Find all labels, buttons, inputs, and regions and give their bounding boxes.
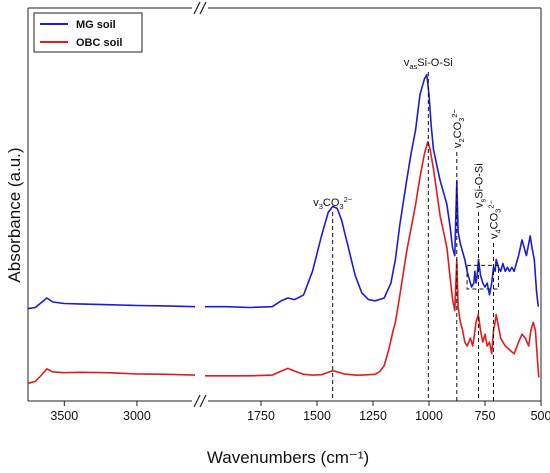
y-axis-title: Absorbance (a.u.) [5,147,24,282]
series-line-mg-segment-1 [205,74,540,309]
annotation-label: vasSi-O-Si [404,57,453,71]
x-tick-label: 1250 [359,409,387,423]
annotation-label: v4CO32− [487,199,503,239]
annotation-label: v2CO32− [450,108,466,148]
x-tick-label: 1500 [303,409,331,423]
x-axis-title: Wavenumbers (cm⁻¹) [207,448,369,467]
legend-label-mg: MG soil [76,19,116,31]
annotation-label: v3CO32− [313,195,353,211]
legend: MG soil OBC soil [33,12,143,53]
x-tick-label: 1750 [247,409,275,423]
legend-box [33,12,143,53]
x-axis: 3500 3000 1750 1500 1250 1000 750 500 [50,401,550,423]
top-break-mark-1 [199,1,207,15]
x-tick-label: 750 [475,409,496,423]
x-tick-label: 3000 [123,409,151,423]
series-line-obc-segment-0 [27,367,196,385]
highlight-box [466,264,499,290]
legend-label-obc: OBC soil [76,37,122,49]
x-tick-label: 500 [531,409,550,423]
series-lines [27,74,540,385]
x-tick-label: 3500 [50,409,78,423]
x-tick-label: 1000 [415,409,443,423]
annotation-label: vsSi-O-Si [474,163,488,208]
bottom-break-mark-1 [199,394,207,408]
top-break-mark-0 [193,1,201,15]
plot-frame [27,1,542,408]
series-line-mg-segment-0 [27,297,196,310]
bottom-break-mark-0 [193,394,201,408]
series-line-obc-segment-1 [205,140,540,378]
